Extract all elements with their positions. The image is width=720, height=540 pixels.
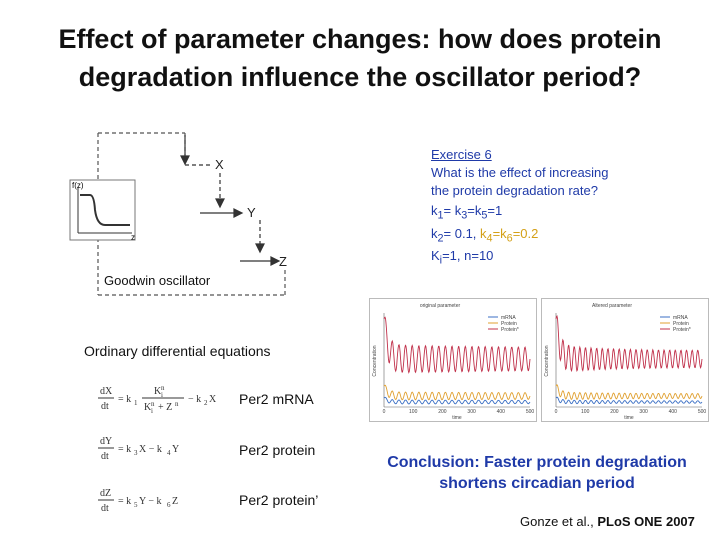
plot-left-title: original parameter — [420, 303, 461, 309]
param-line-3: Ki=1, n=10 — [431, 248, 494, 267]
ode-section-title: Ordinary differential equations — [84, 343, 271, 359]
svg-text:K: K — [154, 386, 162, 397]
plot-right-series-protein — [555, 384, 703, 401]
svg-text:5: 5 — [134, 501, 138, 509]
svg-text:X − k: X − k — [139, 444, 162, 455]
svg-text:+ Z: + Z — [158, 402, 172, 413]
plot-right-xtick: 0 — [555, 409, 558, 415]
conclusion-line-1: Conclusion: Faster protein degradation — [387, 454, 687, 471]
plot-left-ylabel: Concentration — [372, 345, 378, 376]
svg-text:dY: dY — [100, 436, 112, 447]
svg-text:dX: dX — [100, 386, 113, 397]
svg-text:Z: Z — [172, 496, 178, 507]
slide-title: Effect of parameter changes: how does pr… — [0, 20, 720, 96]
title-line-1: Effect of parameter changes: how does pr… — [58, 24, 662, 54]
plot-left-legend-label: mRNA — [501, 315, 516, 321]
svg-text:6: 6 — [167, 501, 171, 509]
param-line-2: k2= 0.1, k4=k6=0.2 — [431, 225, 539, 245]
reference-authors: Gonze et al., — [520, 514, 594, 529]
plot-left-xtick: 200 — [438, 409, 447, 415]
plot-right-legend-label: Protein* — [673, 327, 691, 333]
plot-right-xtick: 400 — [669, 409, 678, 415]
plot-left-xtick: 400 — [497, 409, 506, 415]
plot-left-xtick: 300 — [467, 409, 476, 415]
svg-text:2: 2 — [204, 399, 208, 407]
plot-left-legend-label: Protein* — [501, 327, 519, 333]
diagram-caption: Goodwin oscillator — [104, 273, 211, 288]
plot-left-series-mrna — [383, 396, 531, 405]
plot-left-xtick: 500 — [526, 409, 535, 415]
reference-journal: PLoS ONE 2007 — [597, 514, 695, 529]
svg-text:= k: = k — [118, 444, 131, 455]
plot-left: original parameter Concentration time 0 100 2… — [369, 298, 537, 422]
plot-left-series-protein-star — [383, 316, 531, 374]
inset-xlabel: z — [131, 233, 135, 242]
reference: Gonze et al., PLoS ONE 2007 — [520, 514, 695, 529]
svg-text:= k: = k — [118, 394, 131, 405]
plot-right-series-mrna — [555, 396, 703, 405]
exercise-block: Exercise 6 What is the effect of increas… — [431, 146, 701, 270]
svg-text:3: 3 — [134, 449, 138, 457]
conclusion-line-2: shortens circadian period — [439, 475, 635, 492]
plot-right-canvas: Altered parameter Concentration time 0 100 20… — [544, 303, 707, 421]
plot-right-xtick: 300 — [639, 409, 648, 415]
exercise-question-1: What is the effect of increasing — [431, 165, 609, 180]
svg-text:i: i — [151, 407, 153, 415]
eq-label-mrna: Per2 mRNA — [239, 391, 314, 407]
svg-text:n: n — [151, 400, 155, 408]
eq-label-protein-prime: Per2 protein’ — [239, 492, 319, 508]
title-line-2: degradation influence the oscillator per… — [78, 62, 642, 92]
plot-right-legend-label: Protein — [673, 321, 689, 327]
svg-text:i: i — [161, 391, 163, 399]
plot-right-series-protein-star — [555, 315, 703, 373]
svg-text:dZ: dZ — [100, 488, 111, 499]
conclusion: Conclusion: Faster protein degradation s… — [358, 452, 716, 494]
param-line-1: k1= k3=k5=1 — [431, 203, 503, 222]
node-z-label: Z — [279, 254, 287, 269]
svg-text:Y: Y — [172, 444, 179, 455]
plot-left-canvas: original parameter Concentration time 0 100 2… — [372, 303, 535, 421]
svg-text:= k: = k — [118, 496, 131, 507]
plot-right-legend-label: mRNA — [673, 315, 688, 321]
svg-text:Y − k: Y − k — [139, 496, 162, 507]
plot-right-ylabel: Concentration — [544, 345, 550, 376]
plot-right-xtick: 100 — [581, 409, 590, 415]
svg-text:1: 1 — [134, 399, 138, 407]
plot-right-xtick: 200 — [610, 409, 619, 415]
svg-text:− k: − k — [188, 394, 201, 405]
plot-right-xtick: 500 — [698, 409, 707, 415]
plot-left-xtick: 0 — [383, 409, 386, 415]
svg-text:dt: dt — [101, 401, 109, 412]
plot-right-xlabel: time — [624, 415, 634, 421]
node-y-label: Y — [247, 205, 256, 220]
plot-left-xtick: 100 — [409, 409, 418, 415]
svg-text:4: 4 — [167, 449, 171, 457]
node-x-label: X — [215, 157, 224, 172]
inset-ylabel: f(z) — [72, 181, 84, 190]
exercise-title: Exercise 6 — [431, 147, 492, 162]
svg-text:X: X — [209, 394, 217, 405]
plot-left-legend-label: Protein — [501, 321, 517, 327]
plot-left-xlabel: time — [452, 415, 462, 421]
svg-text:n: n — [175, 400, 179, 408]
plot-left-series-protein — [383, 384, 531, 401]
goodwin-diagram — [69, 132, 286, 296]
svg-text:n: n — [161, 384, 165, 392]
svg-text:dt: dt — [101, 451, 109, 462]
plot-right: Altered parameter Concentration time 0 100 20… — [541, 298, 709, 422]
exercise-question-2: the protein degradation rate? — [431, 183, 598, 198]
svg-text:dt: dt — [101, 503, 109, 514]
parameter-list: k1= k3=k5=1 k2= 0.1, k4=k6=0.2 Ki=1, n=1… — [431, 202, 701, 270]
plot-right-title: Altered parameter — [592, 303, 632, 309]
svg-text:K: K — [144, 402, 152, 413]
eq-label-protein: Per2 protein — [239, 442, 316, 458]
